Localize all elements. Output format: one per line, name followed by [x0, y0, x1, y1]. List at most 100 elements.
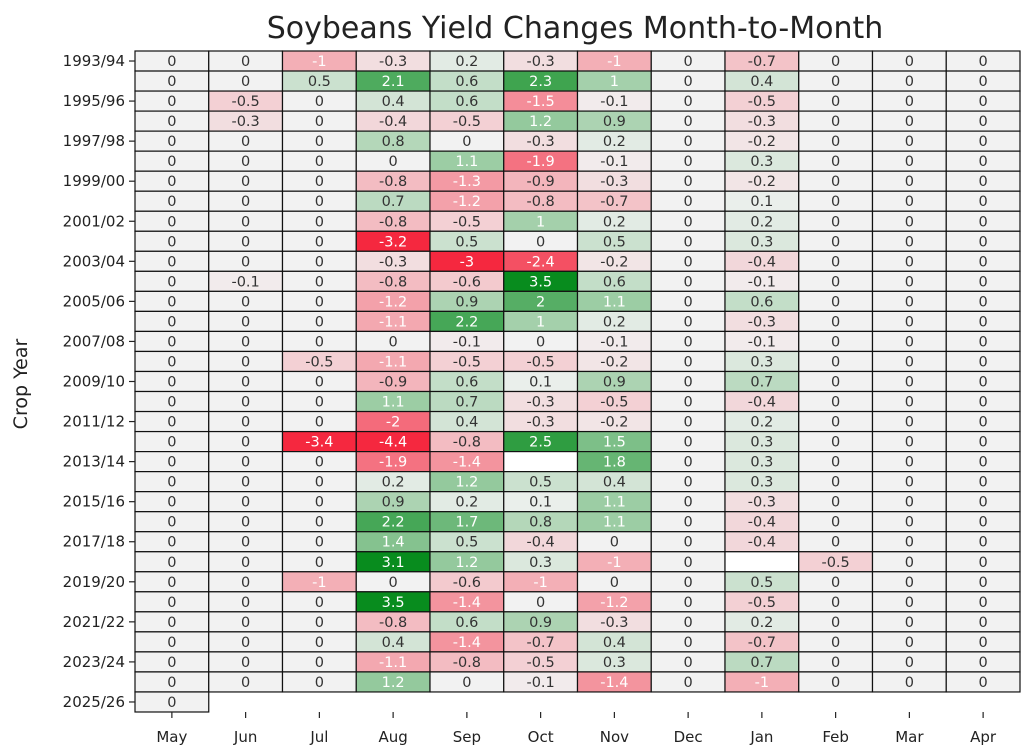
cell-label: 0 — [905, 555, 914, 571]
cell-label: 0 — [831, 214, 840, 230]
cell-label: -0.4 — [748, 254, 776, 270]
cell-label: -1.3 — [453, 174, 481, 190]
cell-label: 0.4 — [603, 635, 626, 651]
cell-label: 0 — [831, 314, 840, 330]
cell-label: 0 — [167, 395, 176, 411]
cell-label: 0 — [684, 134, 693, 150]
cell-label: 0 — [167, 274, 176, 290]
cell-label: 0.2 — [382, 475, 405, 491]
x-tick-label: Nov — [600, 728, 629, 746]
cell-label: -0.9 — [526, 174, 554, 190]
cell-label: 0 — [831, 234, 840, 250]
cell-label: 0 — [905, 54, 914, 70]
cell-label: 2.2 — [382, 515, 405, 531]
cell-label: 0 — [167, 695, 176, 711]
cell-label: -0.2 — [600, 415, 628, 431]
cell-label: 0 — [979, 615, 988, 631]
cell-label: -1 — [755, 675, 769, 691]
cell-label: 0 — [684, 234, 693, 250]
cell-label: -0.3 — [526, 415, 554, 431]
x-tick-label: Sep — [453, 728, 481, 746]
y-tick-label: 2021/22 — [63, 613, 125, 631]
cell-label: 0 — [979, 595, 988, 611]
cell-label: 0 — [979, 174, 988, 190]
cell-label: 0 — [905, 314, 914, 330]
cell-label: 0 — [389, 334, 398, 350]
cell-label: -0.3 — [379, 254, 407, 270]
cell-label: 0 — [979, 374, 988, 390]
cell-label: 0 — [905, 94, 914, 110]
cell-label: 0 — [684, 94, 693, 110]
cell-label: -0.3 — [748, 114, 776, 130]
cell-label: 0.2 — [603, 214, 626, 230]
cell-label: -0.3 — [526, 395, 554, 411]
cell-label: -0.4 — [748, 535, 776, 551]
cell-label: 0 — [241, 595, 250, 611]
cell-label: 0 — [831, 595, 840, 611]
cell-label: 0 — [905, 415, 914, 431]
x-tick-label: Mar — [895, 728, 924, 746]
cell-label: 0 — [979, 234, 988, 250]
cell-label: 1.7 — [455, 515, 478, 531]
cell-label: 0 — [684, 154, 693, 170]
heatmap-cells: 0 0 -1 -0.3 0.2 -0.3 -1 0 -0.7 0 0 0 0 0 0.5 2.1 0.6 2.3 1… — [134, 50, 1021, 713]
cell-label: 0 — [241, 194, 250, 210]
cell-label: -0.8 — [453, 655, 481, 671]
cell-label: 3.5 — [382, 595, 405, 611]
cell-label: -0.3 — [526, 54, 554, 70]
cell-label: 0 — [979, 515, 988, 531]
cell-label: 0.3 — [750, 354, 773, 370]
cell-label: 0.9 — [603, 114, 626, 130]
y-tick-label: 1999/00 — [63, 172, 125, 190]
cell-label: 1.1 — [603, 294, 626, 310]
cell-label: 0.1 — [750, 194, 773, 210]
cell-label: -1.1 — [379, 354, 407, 370]
cell-label: 0 — [241, 354, 250, 370]
y-tick-label: 2019/20 — [63, 573, 125, 591]
cell-label: 0.3 — [750, 234, 773, 250]
cell-label: 0 — [167, 495, 176, 511]
cell-label: 0 — [167, 535, 176, 551]
cell-label: 0 — [905, 174, 914, 190]
cell-label: 0 — [241, 635, 250, 651]
cell-label: 0 — [831, 154, 840, 170]
cell-label: 0 — [241, 435, 250, 451]
cell-label: 0 — [684, 655, 693, 671]
cell-label: 0 — [241, 234, 250, 250]
cell-label: 0 — [905, 595, 914, 611]
heatmap-cell — [724, 551, 800, 573]
cell-label: 0 — [536, 334, 545, 350]
cell-label: 0 — [979, 435, 988, 451]
cell-label: 0 — [241, 174, 250, 190]
cell-label: -0.3 — [600, 174, 628, 190]
y-tick-label: 2023/24 — [63, 653, 125, 671]
cell-label: -0.1 — [600, 154, 628, 170]
cell-label: 0 — [684, 575, 693, 591]
cell-label: 0 — [167, 615, 176, 631]
cell-label: 3.5 — [529, 274, 552, 290]
cell-label: 0.4 — [603, 475, 626, 491]
x-tick-label: Jan — [749, 728, 773, 746]
cell-label: 0 — [241, 455, 250, 471]
cell-label: 0.7 — [455, 395, 478, 411]
cell-label: 1.1 — [455, 154, 478, 170]
cell-label: -0.6 — [453, 274, 481, 290]
cell-label: 0 — [979, 455, 988, 471]
cell-label: 0 — [684, 314, 693, 330]
x-tick-label: Apr — [970, 728, 997, 746]
cell-label: 0 — [979, 314, 988, 330]
cell-label: -0.5 — [526, 655, 554, 671]
cell-label: 0 — [831, 455, 840, 471]
cell-label: -0.5 — [453, 214, 481, 230]
cell-label: 0 — [979, 134, 988, 150]
cell-label: 0.9 — [603, 374, 626, 390]
cell-label: 0 — [167, 475, 176, 491]
cell-label: -0.4 — [379, 114, 407, 130]
cell-label: -0.5 — [748, 595, 776, 611]
cell-label: -0.4 — [526, 535, 554, 551]
cell-label: 0.6 — [455, 374, 478, 390]
cell-label: 0 — [684, 535, 693, 551]
cell-label: -3.4 — [305, 435, 333, 451]
cell-label: 0.6 — [455, 94, 478, 110]
